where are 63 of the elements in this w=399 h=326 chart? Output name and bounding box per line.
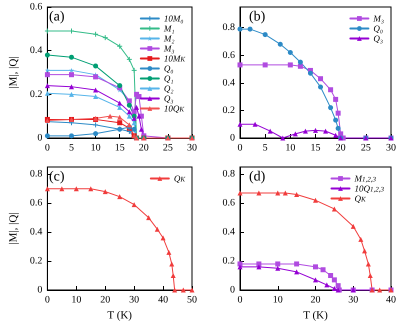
x-tick-label: 0: [238, 142, 242, 154]
y-axis-title: |M|, |Q|: [8, 56, 20, 89]
x-tick-label: 15: [310, 142, 320, 154]
x-tick-label: 10: [71, 294, 82, 306]
x-tick-label: 30: [386, 142, 396, 154]
x-tick-label: 30: [129, 294, 140, 306]
y-tick-label: 0.6: [222, 50, 235, 61]
y-axis-title: |M|, |Q|: [8, 212, 20, 245]
x-tick-label: 0: [238, 294, 242, 306]
y-tick-label: 0.4: [30, 45, 42, 56]
y-tick-label: 0.4: [222, 77, 235, 88]
y-tick-label: 0.6: [222, 198, 235, 209]
x-axis-title: T (K): [303, 310, 328, 322]
x-tick-label: 50: [187, 294, 197, 306]
x-tick-label: 10: [272, 294, 283, 306]
y-tick-label: 0.4: [30, 226, 42, 238]
legend-label: M₂: [162, 34, 174, 44]
x-tick-label: 40: [158, 294, 168, 306]
x-tick-label: 30: [348, 294, 358, 306]
legend-label: 10M₀: [164, 14, 184, 24]
x-tick-label: 0: [44, 294, 50, 306]
x-tick-label: 10: [285, 142, 296, 154]
x-tick-label: 20: [100, 294, 110, 306]
y-tick-label: 0.6: [30, 2, 42, 12]
y-tick-label: 0.2: [30, 88, 42, 100]
x-tick-label: 15: [114, 142, 125, 154]
y-tick-label: 0.8: [30, 168, 42, 180]
x-tick-label: 20: [310, 294, 320, 306]
annotation: (c): [49, 170, 65, 184]
legend-label: Q₃: [373, 34, 384, 44]
y-tick-label: 0: [37, 132, 42, 144]
legend-label: Q₀: [164, 64, 174, 74]
annotation: (a): [49, 10, 65, 24]
y-tick-label: 0: [230, 132, 235, 144]
x-tick-label: 25: [162, 142, 173, 154]
x-tick-label: 20: [138, 142, 149, 154]
x-tick-label: 5: [69, 142, 74, 154]
x-tick-label: 5: [262, 142, 268, 154]
x-tick-label: 25: [360, 142, 371, 154]
x-tick-label: 30: [187, 142, 197, 154]
legend-label: Q₂: [164, 84, 174, 94]
y-tick-label: 0.4: [222, 226, 235, 238]
annotation: (b): [249, 10, 266, 24]
x-axis-title: T (K): [107, 310, 132, 322]
legend-label: Q₃: [164, 94, 174, 104]
legend-label: Q₀: [373, 24, 384, 34]
x-tick-label: 20: [336, 142, 346, 154]
y-tick-label: 0: [37, 284, 42, 296]
y-tick-label: 0.2: [222, 256, 235, 267]
y-tick-label: 0.2: [222, 104, 235, 116]
y-tick-label: 0.8: [222, 168, 235, 180]
legend-label: M₃: [162, 44, 174, 54]
y-tick-label: 0.6: [30, 198, 42, 209]
legend-label: M₃: [372, 14, 384, 24]
x-tick-label: 40: [386, 294, 396, 306]
legend-label: Q₁: [164, 74, 174, 84]
x-tick-label: 10: [90, 142, 101, 154]
y-tick-label: 0: [230, 284, 235, 296]
annotation: (d): [249, 170, 266, 184]
y-tick-label: 0.2: [30, 256, 42, 267]
y-tick-label: 0.8: [222, 22, 235, 34]
x-tick-label: 0: [44, 142, 50, 154]
legend-label: M₁: [162, 24, 174, 34]
